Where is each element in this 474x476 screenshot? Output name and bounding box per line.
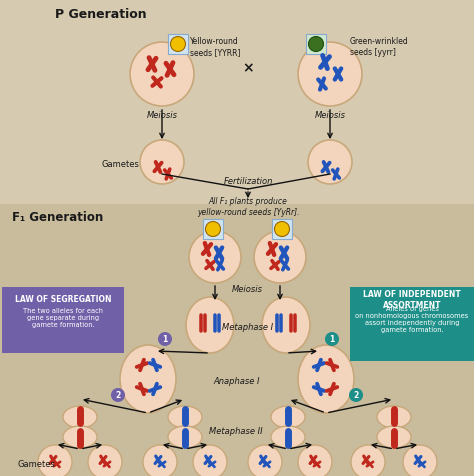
Text: LAW OF INDEPENDENT
ASSORTMENT: LAW OF INDEPENDENT ASSORTMENT bbox=[363, 290, 461, 309]
Ellipse shape bbox=[298, 43, 362, 107]
Ellipse shape bbox=[298, 445, 332, 476]
Text: Gametes: Gametes bbox=[18, 459, 56, 468]
Ellipse shape bbox=[351, 445, 385, 476]
Circle shape bbox=[206, 222, 220, 237]
Text: F₁ Generation: F₁ Generation bbox=[12, 211, 103, 224]
Text: Meiosis: Meiosis bbox=[231, 285, 263, 294]
Text: Fertilization: Fertilization bbox=[223, 177, 273, 186]
Ellipse shape bbox=[88, 445, 122, 476]
Circle shape bbox=[274, 222, 290, 237]
Ellipse shape bbox=[168, 426, 202, 448]
Circle shape bbox=[325, 332, 339, 346]
Ellipse shape bbox=[377, 406, 411, 428]
Text: 2: 2 bbox=[115, 391, 120, 400]
Ellipse shape bbox=[143, 445, 177, 476]
Ellipse shape bbox=[130, 43, 194, 107]
Ellipse shape bbox=[63, 426, 97, 448]
FancyBboxPatch shape bbox=[350, 288, 474, 361]
Text: LAW OF SEGREGATION: LAW OF SEGREGATION bbox=[15, 295, 111, 304]
Ellipse shape bbox=[63, 406, 97, 428]
Ellipse shape bbox=[193, 445, 227, 476]
Circle shape bbox=[111, 388, 125, 402]
Text: Metaphase II: Metaphase II bbox=[209, 426, 263, 436]
Ellipse shape bbox=[248, 445, 282, 476]
Circle shape bbox=[349, 388, 363, 402]
Ellipse shape bbox=[189, 231, 241, 283]
Ellipse shape bbox=[298, 345, 354, 413]
Text: Meiosis: Meiosis bbox=[146, 110, 177, 119]
Circle shape bbox=[171, 38, 185, 52]
Ellipse shape bbox=[120, 345, 176, 413]
Text: Anaphase I: Anaphase I bbox=[214, 377, 260, 386]
FancyBboxPatch shape bbox=[0, 0, 474, 205]
FancyBboxPatch shape bbox=[272, 219, 292, 239]
Text: Gametes: Gametes bbox=[101, 160, 139, 169]
Text: P Generation: P Generation bbox=[55, 8, 146, 20]
Ellipse shape bbox=[262, 298, 310, 353]
Text: 2: 2 bbox=[354, 391, 359, 400]
Ellipse shape bbox=[186, 298, 234, 353]
FancyBboxPatch shape bbox=[2, 288, 124, 353]
Ellipse shape bbox=[377, 426, 411, 448]
Text: The two alleles for each
gene separate during
gamete formation.: The two alleles for each gene separate d… bbox=[23, 307, 103, 327]
Text: ×: × bbox=[242, 61, 254, 75]
Circle shape bbox=[158, 332, 172, 346]
Ellipse shape bbox=[271, 426, 305, 448]
Ellipse shape bbox=[271, 406, 305, 428]
Ellipse shape bbox=[403, 445, 437, 476]
Ellipse shape bbox=[308, 141, 352, 185]
Text: Alleles of genes
on nonhomologous chromosomes
assort independently during
gamete: Alleles of genes on nonhomologous chromo… bbox=[356, 306, 469, 333]
FancyBboxPatch shape bbox=[203, 219, 223, 239]
Ellipse shape bbox=[168, 406, 202, 428]
Circle shape bbox=[309, 38, 323, 52]
Text: All F₁ plants produce
yellow-round seeds [YyRr].: All F₁ plants produce yellow-round seeds… bbox=[197, 197, 299, 216]
Text: 1: 1 bbox=[163, 335, 168, 344]
Ellipse shape bbox=[38, 445, 72, 476]
Text: Yellow-round
seeds [YYRR]: Yellow-round seeds [YYRR] bbox=[190, 37, 240, 57]
Text: Metaphase I: Metaphase I bbox=[222, 323, 273, 332]
Ellipse shape bbox=[254, 231, 306, 283]
Ellipse shape bbox=[140, 141, 184, 185]
Text: Meiosis: Meiosis bbox=[315, 110, 346, 119]
Text: 1: 1 bbox=[329, 335, 335, 344]
FancyBboxPatch shape bbox=[168, 35, 188, 55]
FancyBboxPatch shape bbox=[0, 205, 474, 476]
Text: Green-wrinkled
seeds [yyrr]: Green-wrinkled seeds [yyrr] bbox=[350, 37, 409, 57]
FancyBboxPatch shape bbox=[306, 35, 326, 55]
